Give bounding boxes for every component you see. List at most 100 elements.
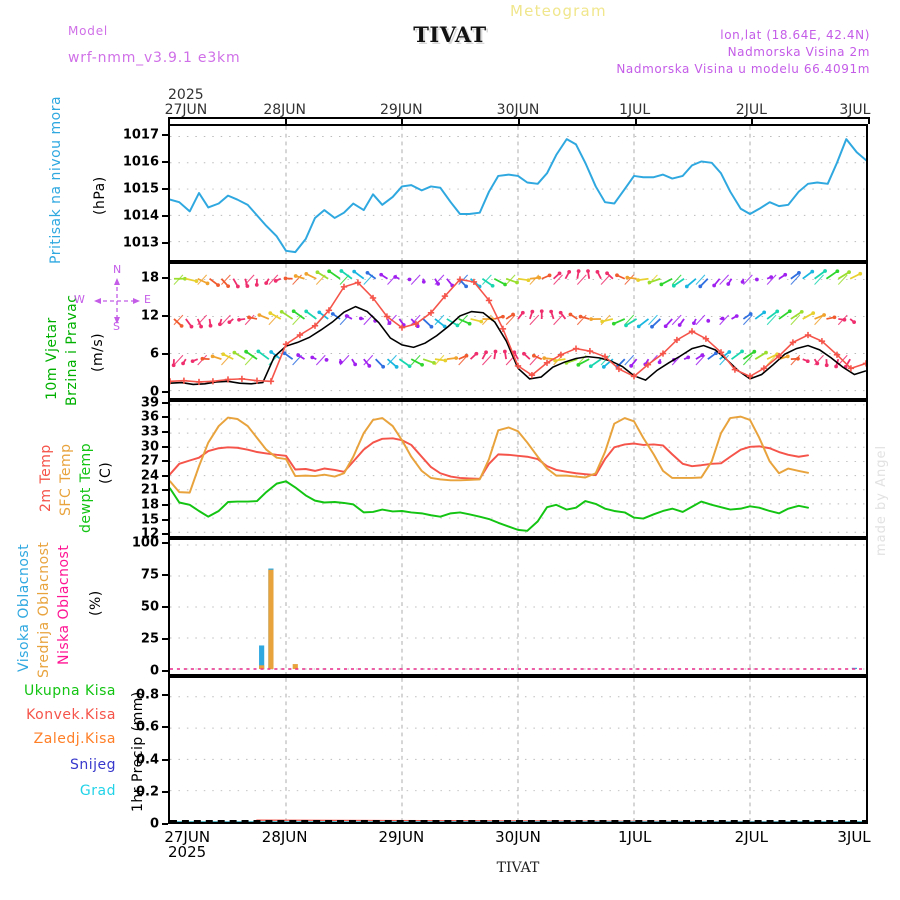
label-dewpt-temp: dewpt Temp [78, 442, 94, 533]
panel-precip [168, 676, 868, 824]
label-temp-sfc: SFC Temp [58, 443, 74, 516]
label-wind-speed: 10m Vjetar [44, 317, 60, 400]
ytick-temperature-5: 27 [140, 453, 159, 469]
ytick-temperature-8: 36 [140, 409, 159, 425]
label-pressure: Pritisak na nivou mora [48, 95, 64, 264]
ytickmark-wind-0 [162, 391, 168, 394]
ytickmark-temperature-5 [162, 460, 168, 463]
model-elevation-text: Nadmorska Visina u modelu 66.4091m [616, 62, 870, 76]
panel-precip-canvas [170, 678, 866, 822]
ytickmark-temperature-3 [162, 489, 168, 492]
ytickmark-cloud-0 [162, 669, 168, 672]
watermark: made by Angel [874, 444, 889, 556]
meteogram-plot: 1013 1014 1015 1016 1017 0 6 12 18 12 15 18 21 24 27 30… [123, 102, 871, 846]
panel-cloud-canvas [170, 540, 866, 674]
xtick-top-5: 2JUL [735, 102, 767, 118]
ytickmark-cloud-4 [162, 542, 168, 545]
ytickmark-temperature-9 [162, 401, 168, 404]
unit-pressure: (hPa) [92, 176, 108, 215]
ytickmark-temperature-6 [162, 445, 168, 448]
ytickmark-cloud-2 [162, 606, 168, 608]
xaxis-year-bottom: 2025 [168, 843, 207, 861]
ytick-temperature-2: 18 [140, 497, 159, 513]
footer-station-title: TIVAT [496, 860, 540, 876]
unit-temp: (C) [98, 461, 114, 484]
meteogram-heading: Meteogram [510, 2, 607, 20]
label-precip-0: Ukupna Kisa [23, 683, 116, 699]
panel-pressure [168, 124, 868, 262]
ytick-precip-2: 0.4 [135, 752, 159, 768]
ytickmark-pressure-4 [162, 133, 168, 136]
ytick-pressure-0: 1013 [122, 235, 159, 251]
ytickmark-precip-3 [162, 726, 168, 729]
ytickmark-cloud-3 [162, 574, 168, 577]
ytickmark-temperature-0 [162, 533, 168, 536]
xtickmark-top-6 [868, 117, 870, 124]
unit-precip: 1hr Precip (mm) [130, 691, 146, 812]
ytickmark-pressure-0 [162, 242, 168, 245]
xtickmark-top-2 [401, 117, 404, 124]
label-precip-4: Grad [79, 783, 116, 799]
panel-pressure-canvas [170, 126, 866, 260]
ytickmark-temperature-2 [162, 503, 168, 506]
panel-wind-canvas [170, 264, 866, 398]
xtickmark-top-4 [634, 117, 637, 124]
ytickmark-temperature-8 [162, 416, 168, 419]
ytick-temperature-0: 12 [140, 526, 159, 542]
unit-cloud: (%) [88, 590, 104, 616]
ytickmark-wind-1 [162, 353, 168, 356]
compass-north-label: N [113, 263, 122, 276]
label-precip-3: Snijeg [69, 757, 116, 773]
xtick-top-2: 29JUN [379, 102, 423, 118]
ytick-wind-3: 18 [140, 270, 159, 286]
series--m-temp [170, 437, 809, 480]
ytick-wind-1: 6 [149, 346, 159, 362]
lonlat-text: lon,lat (18.64E, 42.4N) [720, 28, 870, 42]
page-title: TIVAT [413, 22, 487, 47]
ytickmark-cloud-1 [162, 637, 168, 640]
ytick-cloud-3: 75 [140, 567, 159, 583]
compass-east-label: E [144, 293, 151, 306]
xtick-top-4: 1JUL [619, 102, 651, 118]
ytick-precip-1: 0.2 [135, 784, 159, 800]
xtick-top-1: 28JUN [263, 102, 306, 118]
model-name: wrf-nmm_v3.9.1 e3km [68, 50, 241, 66]
panel-wind [168, 262, 868, 400]
series-dewpt-temp [170, 480, 809, 532]
ytickmark-temperature-1 [162, 518, 168, 521]
ytickmark-temperature-7 [162, 431, 168, 434]
xtick-bottom-5: 2JUL [734, 828, 768, 846]
xaxis-year-top: 2025 [168, 87, 204, 103]
ytick-temperature-9: 39 [140, 395, 159, 411]
ytick-cloud-1: 25 [140, 631, 159, 647]
ytick-temperature-3: 21 [140, 482, 159, 498]
label-precip-1: Konvek.Kisa [26, 707, 116, 723]
label-temp-2m: 2m Temp [38, 444, 54, 512]
ytick-temperature-7: 33 [140, 424, 159, 440]
compass-west-label: W [74, 293, 85, 306]
ytickmark-pressure-2 [162, 187, 168, 190]
xtick-bottom-2: 29JUN [378, 828, 425, 846]
ytick-wind-0: 0 [149, 384, 159, 400]
xtick-bottom-6: 3JUL [837, 828, 871, 846]
xtick-bottom-3: 30JUN [495, 828, 541, 846]
xtickmark-top-3 [518, 117, 520, 124]
xtick-bottom-4: 1JUL [618, 828, 652, 846]
ytickmark-temperature-4 [162, 474, 168, 477]
series-mslp [170, 138, 866, 254]
label-cloud-high: Visoka Oblacnost [16, 543, 32, 672]
ytickmark-wind-2 [162, 315, 168, 318]
label-cloud-mid: Srednja Oblacnost [36, 541, 52, 678]
xtick-top-0: 27JUN [164, 102, 208, 118]
ytickmark-precip-1 [162, 790, 168, 793]
xtick-bottom-1: 28JUN [261, 828, 308, 846]
ytickmark-pressure-1 [162, 215, 168, 217]
ytick-cloud-4: 100 [131, 535, 159, 551]
label-precip-2: Zaledj.Kisa [33, 731, 116, 747]
ytick-wind-2: 12 [140, 308, 159, 324]
xtickmark-top-1 [284, 117, 287, 124]
xtick-top-6: 3JUL [839, 102, 871, 118]
ytick-pressure-3: 1016 [122, 154, 159, 170]
panel-cloud [168, 538, 868, 676]
wind-compass-rose: N S W E [74, 263, 160, 334]
